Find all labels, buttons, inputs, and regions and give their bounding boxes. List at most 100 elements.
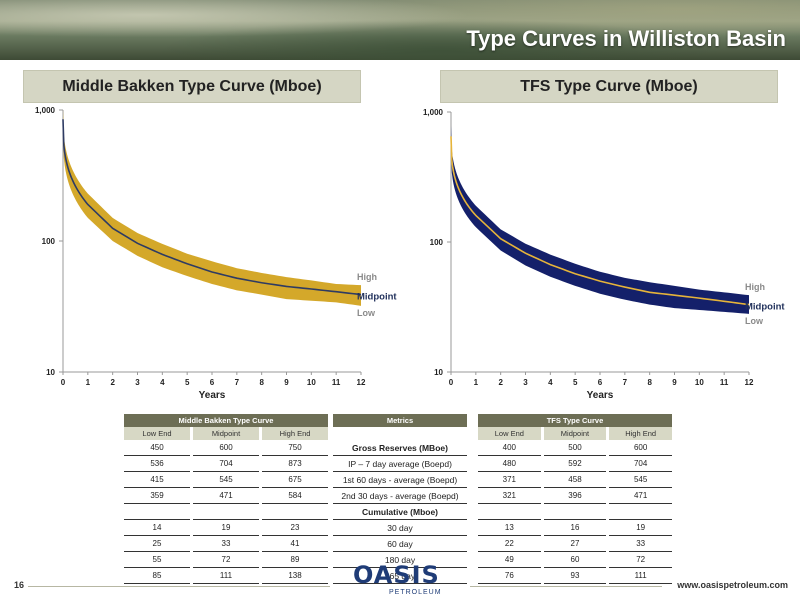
legend-midpoint: Midpoint [745,302,785,313]
table-cell [124,504,190,520]
type-curve-band [63,110,361,306]
table-cell: 22 [478,536,541,552]
x-tick-label: 0 [61,378,66,387]
col-header: Midpoint [193,427,259,440]
midpoint-line [450,136,750,306]
table-cell: 400 [478,440,541,456]
metric-label: 365 day [333,568,467,584]
table-cell: 76 [478,568,541,584]
metric-label: 1st 60 days - average (Boepd) [333,472,467,488]
y-tick-label: 100 [430,238,444,247]
col-header: High End [609,427,672,440]
table-cell: 14 [124,520,190,536]
metric-label: Cumulative (Mboe) [333,504,467,520]
oasis-logo: OASIS PETROLEUM [345,561,455,599]
table-row: 450 600 750 [124,440,328,456]
x-tick-label: 10 [307,378,316,387]
table-cell: 33 [609,536,672,552]
page-number: 16 [14,580,25,590]
x-tick-label: 8 [647,378,652,387]
x-tick-label: 5 [185,378,190,387]
table-row: 359 471 584 [124,488,328,504]
y-tick-label: 1,000 [423,108,444,117]
metric-label: 60 day [333,536,467,552]
table-cell [478,504,541,520]
table-cell: 72 [193,552,259,568]
x-tick-label: 1 [86,378,91,387]
table-cell: 27 [543,536,607,552]
table-cell: 89 [262,552,328,568]
middle-bakken-table: Middle Bakken Type Curve Low End Midpoin… [121,414,331,584]
table-cell: 480 [478,456,541,472]
logo-sub: PETROLEUM [389,589,442,596]
legend-low: Low [357,308,376,318]
metric-label: 180 day [333,552,467,568]
table-cell: 471 [609,488,672,504]
footer-divider-left [28,586,330,587]
legend-high: High [357,272,377,282]
table-row: 30 day [333,520,467,536]
table-cell: 545 [609,472,672,488]
col-header-blank [333,427,467,440]
midpoint-line [62,119,362,296]
x-tick-label: 5 [573,378,578,387]
x-tick-label: 11 [720,378,729,387]
website-url[interactable]: www.oasispetroleum.com [677,580,788,590]
table-cell: 19 [193,520,259,536]
table-row: 1st 60 days - average (Boepd) [333,472,467,488]
table-cell: 371 [478,472,541,488]
table-row: Cumulative (Mboe) [333,504,467,520]
table-row: 25 33 41 [124,536,328,552]
table-cell: 33 [193,536,259,552]
x-tick-label: 12 [745,378,754,387]
table-cell: 359 [124,488,190,504]
table-cell: 704 [193,456,259,472]
x-tick-label: 6 [598,378,603,387]
x-axis-title: Years [587,390,614,401]
table-row [478,504,672,520]
table-group-header: Middle Bakken Type Curve [124,414,328,427]
table-cell: 450 [124,440,190,456]
table-cell [609,504,672,520]
table-cell: 41 [262,536,328,552]
table-cell: 750 [262,440,328,456]
left-chart-header: Middle Bakken Type Curve (Mboe) [23,70,361,103]
y-tick-label: 100 [42,237,56,246]
table-cell: 60 [543,552,607,568]
table-cell: 49 [478,552,541,568]
x-tick-label: 1 [474,378,479,387]
col-header: Low End [478,427,541,440]
table-group-header: Metrics [333,414,467,427]
type-curve-band [451,126,749,314]
table-row: 536 704 873 [124,456,328,472]
table-row: 49 60 72 [478,552,672,568]
table-cell: 19 [609,520,672,536]
table-row: 85 111 138 [124,568,328,584]
x-tick-label: 9 [284,378,289,387]
table-cell [193,504,259,520]
x-tick-label: 3 [135,378,140,387]
table-row: Gross Reserves (MBoe) [333,440,467,456]
table-row: 55 72 89 [124,552,328,568]
x-tick-label: 6 [210,378,215,387]
x-tick-label: 4 [548,378,553,387]
table-cell: 545 [193,472,259,488]
table-cell: 13 [478,520,541,536]
table-cell: 111 [193,568,259,584]
table-cell: 415 [124,472,190,488]
metrics-table: Metrics Gross Reserves (MBoe) IP – 7 day … [330,414,470,584]
legend-midpoint: Midpoint [357,292,397,303]
table-row: 321 396 471 [478,488,672,504]
metric-label: IP – 7 day average (Boepd) [333,456,467,472]
table-cell: 111 [609,568,672,584]
table-cell: 592 [543,456,607,472]
x-tick-label: 7 [623,378,628,387]
legend-low: Low [745,316,764,326]
metric-label: 2nd 30 days - average (Boepd) [333,488,467,504]
table-row: 60 day [333,536,467,552]
col-header: High End [262,427,328,440]
legend-high: High [745,282,765,292]
table-cell: 55 [124,552,190,568]
table-row: 371 458 545 [478,472,672,488]
